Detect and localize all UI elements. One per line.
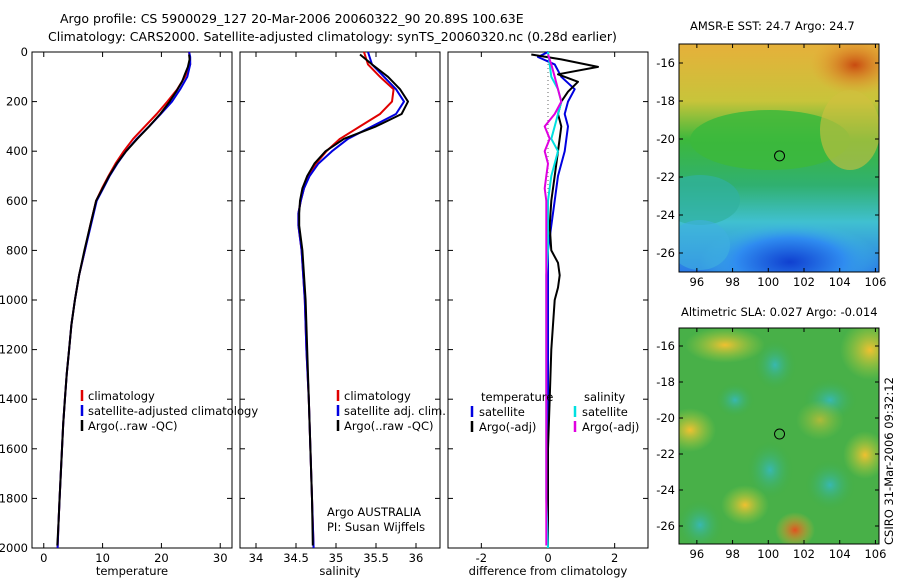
y-tick-label: 2000 (0, 541, 28, 555)
y-tick-label: 0 (21, 45, 28, 59)
x-tick-label: 20 (154, 551, 169, 565)
map-y-tick-label: -16 (656, 339, 675, 353)
x-tick-label: 30 (213, 551, 228, 565)
y-tick-label: 600 (6, 194, 28, 208)
plot-frame (239, 51, 441, 549)
y-tick-label: 1000 (0, 293, 28, 307)
legend-label: Argo(-adj) (582, 420, 639, 434)
x-tick-label: -2 (476, 551, 487, 565)
series-line-argo-raw-qc- (298, 53, 409, 546)
y-tick-label: 200 (6, 95, 28, 109)
map-x-tick-label: 106 (864, 547, 886, 561)
map-y-tick-label: -22 (656, 447, 675, 461)
series-line-temperature-satellite (537, 51, 576, 548)
temperature-plot: 0 10 20 30 temperature 0 200 400 600 800 1000 1200 1… (0, 45, 258, 578)
x-tick-label: 34.5 (283, 551, 309, 565)
map-y-tick-label: -18 (656, 94, 675, 108)
argo-position-marker (774, 428, 786, 440)
sla-map-axes: 96 98 100 102 104 106 -16 -18 -20 -22 -24 -26 (656, 327, 886, 561)
legend-label: satellite adj. clim. (344, 404, 446, 418)
y-tick-label: 1600 (0, 442, 28, 456)
series-line-argo-raw-qc- (56, 54, 191, 546)
x-tick-label: 0 (544, 551, 551, 565)
series-line-temperature-argo-adj- (531, 53, 599, 546)
legend-title: salinity (584, 390, 625, 404)
map-y-tick-label: -16 (656, 56, 675, 70)
legend-label: satellite-adjusted climatology (88, 404, 258, 418)
legend-label: climatology (88, 389, 155, 403)
map-y-tick-label: -20 (656, 411, 675, 425)
y-tick-label: 1800 (0, 491, 28, 505)
plot-frame (31, 51, 233, 549)
sst-map-title: AMSR-E SST: 24.7 Argo: 24.7 (690, 19, 855, 33)
y-tick-label: 1200 (0, 343, 28, 357)
y-tick-label: 400 (6, 144, 28, 158)
map-x-tick-label: 106 (864, 275, 886, 289)
sst-map-image (679, 44, 879, 272)
map-x-tick-label: 100 (757, 275, 779, 289)
map-x-tick-label: 102 (793, 275, 815, 289)
x-axis-label: temperature (96, 564, 168, 578)
footer-stamp: CSIRO 31-Mar-2006 09:32:12 (882, 377, 896, 545)
series-line-climatology (56, 51, 192, 549)
series-line-salinity-argo-adj- (543, 54, 563, 546)
map-y-tick-label: -22 (656, 170, 675, 184)
map-x-tick-label: 96 (690, 547, 705, 561)
map-y-tick-label: -24 (656, 483, 675, 497)
x-tick-label: 10 (95, 551, 110, 565)
annotation-line: PI: Susan Wijffels (327, 520, 425, 534)
map-frame (678, 43, 880, 273)
annotation-line: Argo AUSTRALIA (327, 505, 421, 519)
legend-label: satellite (479, 405, 525, 419)
x-tick-label: 34 (249, 551, 264, 565)
legend-title: temperature (481, 390, 553, 404)
x-axis-label: salinity (319, 564, 360, 578)
series-line-satellite-adjusted-climatology (56, 51, 192, 549)
x-tick-label: 35.5 (363, 551, 389, 565)
y-tick-label: 1400 (0, 392, 28, 406)
sst-map-axes: 96 98 100 102 104 106 -16 -18 -20 -22 -24 -26 (656, 43, 886, 289)
map-y-tick-label: -24 (656, 208, 675, 222)
map-x-tick-label: 98 (725, 547, 740, 561)
series-line-satellite-adj-clim- (297, 51, 405, 549)
legend-label: satellite (582, 405, 628, 419)
sla-map-image (679, 328, 879, 544)
map-y-tick-label: -18 (656, 375, 675, 389)
map-x-tick-label: 104 (829, 547, 851, 561)
map-y-tick-label: -26 (656, 519, 675, 533)
series-line-climatology (297, 51, 395, 549)
map-x-tick-label: 98 (725, 275, 740, 289)
map-frame (678, 327, 880, 545)
x-axis-label: difference from climatology (469, 564, 628, 578)
map-x-tick-label: 96 (690, 275, 705, 289)
sla-map-title: Altimetric SLA: 0.027 Argo: -0.014 (681, 305, 878, 319)
map-x-tick-label: 100 (757, 547, 779, 561)
y-tick-label: 800 (6, 243, 28, 257)
map-y-tick-label: -20 (656, 132, 675, 146)
map-x-tick-label: 104 (829, 275, 851, 289)
legend-label: climatology (344, 389, 411, 403)
map-y-tick-label: -26 (656, 246, 675, 260)
legend-label: Argo(-adj) (479, 420, 536, 434)
x-tick-label: 35 (329, 551, 344, 565)
title-line-2: Climatology: CARS2000. Satellite-adjuste… (48, 29, 617, 44)
x-tick-label: 0 (40, 551, 47, 565)
argo-position-marker (774, 150, 786, 162)
legend-label: Argo(..raw -QC) (88, 419, 178, 433)
legend-label: Argo(..raw -QC) (344, 419, 434, 433)
x-tick-label: 2 (611, 551, 618, 565)
salinity-plot: 34 34.5 35 35.5 36 salinity climatologysatelli… (239, 51, 446, 578)
map-x-tick-label: 102 (793, 547, 815, 561)
title-line-1: Argo profile: CS 5900029_127 20-Mar-2006… (60, 11, 524, 26)
x-tick-label: 36 (409, 551, 424, 565)
